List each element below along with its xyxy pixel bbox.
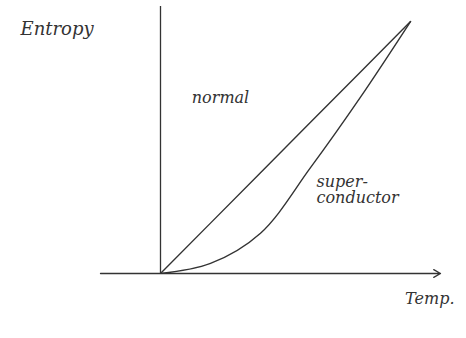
svg-text:super-conductor: super-conductor [317,172,400,207]
svg-text:Temp.: Temp. [405,289,454,308]
svg-text:normal: normal [192,88,249,107]
svg-text:Entropy: Entropy [20,18,95,39]
